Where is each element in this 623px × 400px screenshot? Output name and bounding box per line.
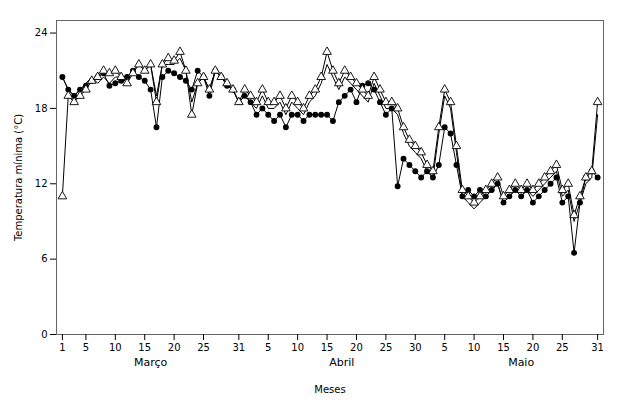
svg-text:1: 1	[59, 342, 65, 353]
svg-text:20: 20	[527, 342, 540, 353]
svg-text:6: 6	[41, 253, 47, 264]
svg-text:Temperatura mínima (°C): Temperatura mínima (°C)	[13, 114, 24, 242]
svg-text:24: 24	[35, 27, 48, 38]
svg-text:25: 25	[380, 342, 393, 353]
svg-text:25: 25	[197, 342, 210, 353]
svg-text:10: 10	[468, 342, 481, 353]
svg-text:Meses: Meses	[314, 384, 345, 395]
svg-text:15: 15	[497, 342, 510, 353]
svg-text:31: 31	[591, 342, 604, 353]
svg-text:15: 15	[138, 342, 151, 353]
svg-text:18: 18	[35, 103, 48, 114]
svg-text:25: 25	[556, 342, 569, 353]
svg-text:10: 10	[109, 342, 122, 353]
svg-text:20: 20	[168, 342, 181, 353]
svg-text:30: 30	[409, 342, 422, 353]
svg-text:0: 0	[41, 329, 47, 340]
svg-text:5: 5	[265, 342, 271, 353]
svg-text:5: 5	[83, 342, 89, 353]
svg-text:31: 31	[232, 342, 245, 353]
svg-text:5: 5	[442, 342, 448, 353]
svg-text:15: 15	[321, 342, 334, 353]
svg-text:20: 20	[350, 342, 363, 353]
svg-text:Maio: Maio	[508, 356, 534, 369]
svg-text:Abril: Abril	[329, 356, 354, 369]
svg-text:Março: Março	[134, 356, 168, 369]
svg-text:10: 10	[291, 342, 304, 353]
svg-text:12: 12	[35, 178, 48, 189]
